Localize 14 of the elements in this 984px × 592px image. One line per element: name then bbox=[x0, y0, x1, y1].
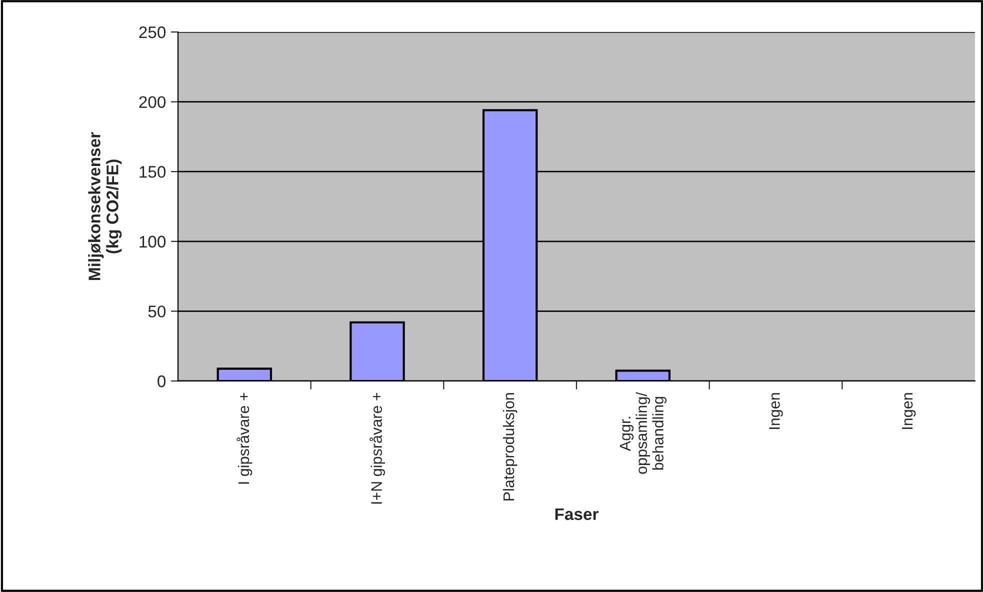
y-tick-label: 150 bbox=[140, 166, 166, 178]
y-tick-label: 250 bbox=[139, 26, 166, 38]
x-tick-label: I gipsråvare + bbox=[236, 392, 252, 484]
y-axis-title: Miljøkonsekvenser (kg CO2/FE) bbox=[88, 132, 122, 280]
y-tick-label: 50 bbox=[148, 306, 166, 318]
x-tick-label: Plateproduksjon bbox=[502, 393, 518, 500]
x-tick-label: Aggr. oppsamling/ behandling bbox=[620, 392, 666, 474]
x-tick-label: Ingen bbox=[902, 393, 916, 429]
y-tick-label: 200 bbox=[139, 96, 166, 108]
y-tick-label: 0 bbox=[158, 375, 166, 388]
x-tick-label: Ingen bbox=[769, 393, 783, 429]
x-tick-label: I+N gipsråvare + bbox=[370, 392, 385, 504]
x-axis-title: Faser bbox=[555, 508, 598, 520]
y-tick-label: 100 bbox=[140, 236, 166, 248]
